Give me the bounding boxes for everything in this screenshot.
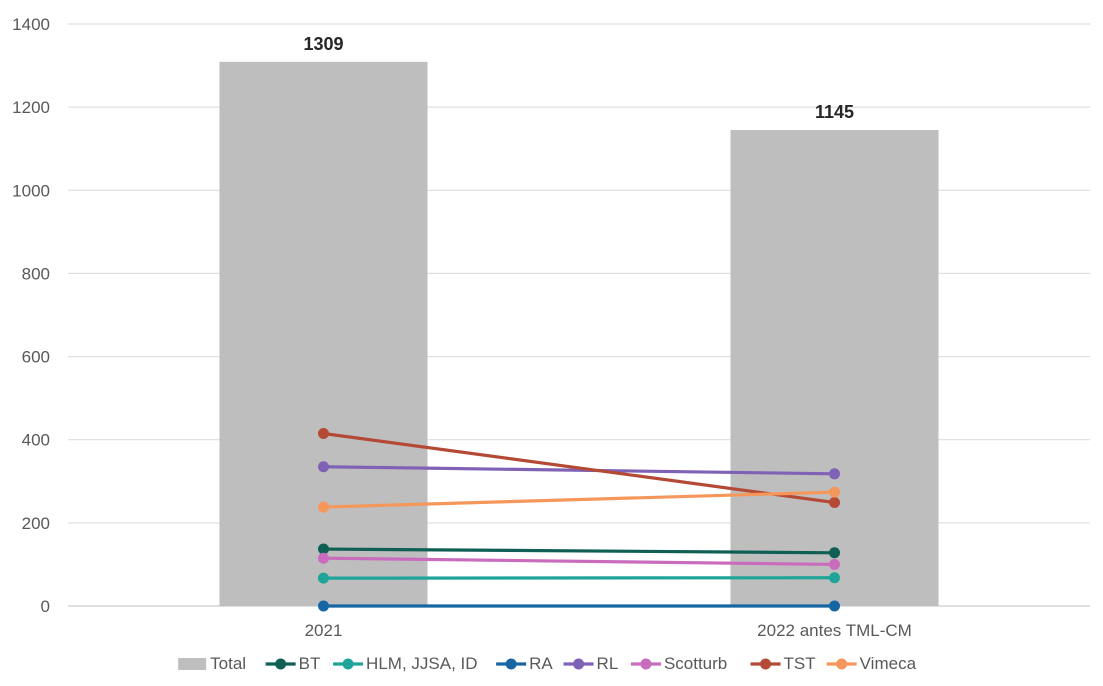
y-tick-label-1200: 1200 — [12, 98, 50, 117]
legend-label-rl: RL — [597, 654, 619, 673]
point-tst-1 — [829, 497, 840, 508]
legend-marker-rl — [573, 659, 584, 670]
x-tick-label-0: 2021 — [305, 621, 343, 640]
legend-marker-hlm-jjsa-id — [343, 659, 354, 670]
legend-label-ra: RA — [529, 654, 553, 673]
x-tick-label-1: 2022 antes TML-CM — [757, 621, 912, 640]
bar-total-0 — [220, 62, 428, 606]
y-tick-label-600: 600 — [22, 348, 50, 367]
point-ra-1 — [829, 601, 840, 612]
point-rl-1 — [829, 468, 840, 479]
legend-label-bt: BT — [299, 654, 321, 673]
legend-swatch-total — [178, 658, 206, 670]
point-hlm-jjsa-id-0 — [318, 573, 329, 584]
point-scotturb-1 — [829, 559, 840, 570]
legend-marker-vimeca — [836, 659, 847, 670]
bar-data-label-1: 1145 — [815, 102, 854, 122]
y-tick-label-0: 0 — [41, 597, 50, 616]
y-tick-label-1000: 1000 — [12, 181, 50, 200]
point-vimeca-1 — [829, 487, 840, 498]
legend-label-hlm-jjsa-id: HLM, JJSA, ID — [366, 654, 477, 673]
legend-label-tst: TST — [784, 654, 816, 673]
bar-data-label-0: 1309 — [303, 34, 343, 54]
y-tick-label-400: 400 — [22, 431, 50, 450]
y-tick-label-800: 800 — [22, 264, 50, 283]
legend-marker-tst — [760, 659, 771, 670]
legend-label-scotturb: Scotturb — [664, 654, 727, 673]
point-rl-0 — [318, 461, 329, 472]
point-ra-0 — [318, 601, 329, 612]
point-bt-1 — [829, 547, 840, 558]
legend-marker-ra — [506, 659, 517, 670]
point-hlm-jjsa-id-1 — [829, 572, 840, 583]
legend-label-total: Total — [210, 654, 246, 673]
legend-label-vimeca: Vimeca — [860, 654, 917, 673]
bar-total-1 — [731, 130, 939, 606]
point-tst-0 — [318, 428, 329, 439]
y-tick-label-1400: 1400 — [12, 15, 50, 34]
legend-marker-bt — [275, 659, 286, 670]
y-tick-label-200: 200 — [22, 514, 50, 533]
point-scotturb-0 — [318, 553, 329, 564]
point-vimeca-0 — [318, 502, 329, 513]
legend-marker-scotturb — [640, 659, 651, 670]
